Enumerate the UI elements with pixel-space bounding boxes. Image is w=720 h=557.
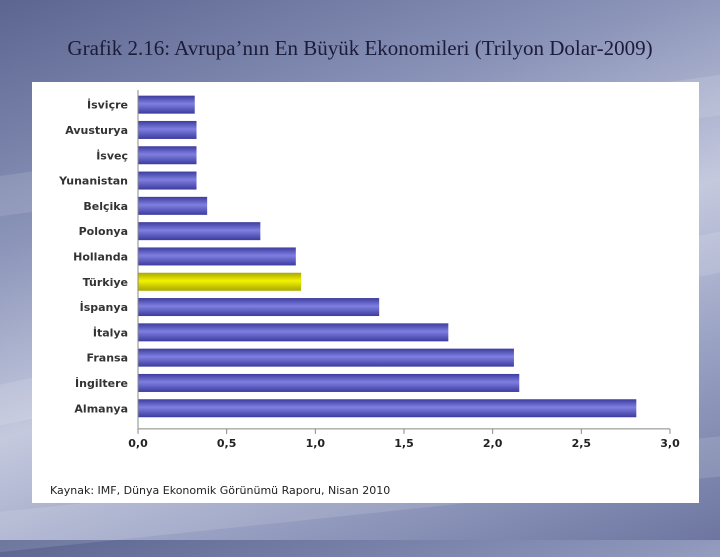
bar-fransa	[138, 348, 514, 367]
bar-polonya	[138, 222, 261, 241]
category-label-polonya: Polonya	[79, 225, 128, 238]
bar-belcika	[138, 196, 208, 215]
x-tick-label: 1,5	[394, 437, 414, 450]
x-tick-label: 3,0	[660, 437, 680, 450]
x-tick-label: 0,5	[217, 437, 237, 450]
category-label-fransa: Fransa	[87, 352, 128, 365]
bar-chart: İsviçre Avusturya İsveç Yunanistan Belçika Po…	[58, 90, 680, 450]
bar-ingiltere	[138, 373, 520, 392]
slide-title: Grafik 2.16: Avrupa’nın En Büyük Ekonomi…	[67, 36, 653, 60]
category-labels: İsviçre Avusturya İsveç Yunanistan Belçika Po…	[58, 98, 128, 416]
category-label-almanya: Almanya	[74, 402, 128, 415]
bar-hollanda	[138, 247, 296, 266]
category-label-belcika: Belçika	[83, 200, 128, 213]
bar-italya	[138, 323, 449, 342]
category-label-turkiye: Türkiye	[83, 276, 128, 289]
x-tick-label: 2,0	[483, 437, 503, 450]
x-tick-label: 2,5	[572, 437, 592, 450]
category-label-ispanya: İspanya	[80, 300, 128, 314]
bar-almanya	[138, 399, 637, 418]
category-label-avusturya: Avusturya	[65, 124, 128, 137]
category-label-italya: İtalya	[93, 325, 128, 339]
bar-isvicre	[138, 95, 195, 114]
source-note: Kaynak: IMF, Dünya Ekonomik Görünümü Rap…	[50, 484, 391, 497]
bar-isvec	[138, 146, 197, 165]
category-label-ingiltere: İngiltere	[75, 376, 128, 390]
category-label-isvicre: İsviçre	[87, 98, 128, 112]
category-label-isvec: İsveç	[96, 148, 128, 162]
chart-panel: İsviçre Avusturya İsveç Yunanistan Belçika Po…	[32, 82, 699, 503]
bars	[138, 95, 637, 418]
bar-yunanistan	[138, 171, 197, 190]
category-label-hollanda: Hollanda	[73, 250, 128, 263]
x-axis: 0,0 0,5 1,0 1,5 2,0 2,5 3,0	[128, 90, 680, 450]
bar-avusturya	[138, 120, 197, 139]
x-tick-label: 0,0	[128, 437, 148, 450]
category-label-yunanistan: Yunanistan	[58, 175, 128, 188]
bar-ispanya	[138, 298, 380, 317]
x-tick-label: 1,0	[306, 437, 326, 450]
bar-turkiye	[138, 272, 302, 291]
